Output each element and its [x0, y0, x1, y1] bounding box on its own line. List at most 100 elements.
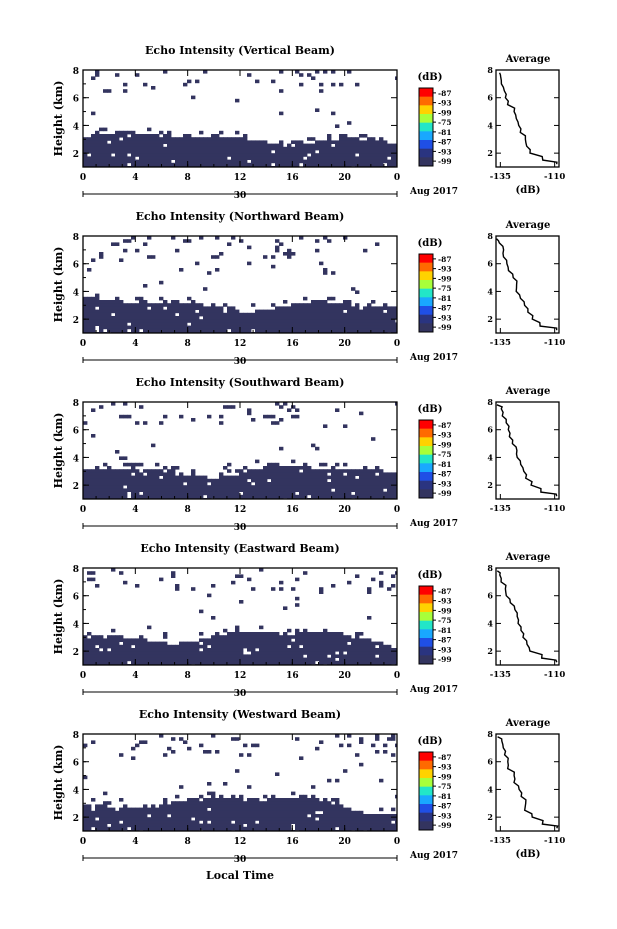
heatmap-cell: [171, 300, 176, 304]
heatmap-cell: [295, 414, 300, 419]
heatmap-cell: [151, 648, 156, 652]
heatmap-cell: [215, 632, 220, 636]
colorbar-swatch: [419, 323, 433, 333]
heatmap-cell: [95, 488, 100, 492]
heatmap-cell: [143, 137, 148, 141]
heatmap-cell: [111, 134, 116, 138]
heatmap-cell: [335, 810, 340, 815]
heatmap-cell: [379, 322, 384, 326]
heatmap-cell: [95, 300, 100, 304]
heatmap-cell: [279, 446, 284, 451]
heatmap-cell: [339, 134, 344, 138]
heatmap-cell: [191, 143, 196, 148]
heatmap-cell: [107, 153, 112, 157]
heatmap-cell: [379, 156, 384, 160]
x-tick-label: 0: [80, 671, 86, 681]
heatmap-cell: [155, 814, 160, 818]
heatmap-cell: [315, 638, 320, 642]
heatmap-cell: [367, 657, 372, 662]
heatmap-cell: [99, 153, 104, 157]
heatmap-cell: [279, 478, 284, 483]
heatmap-cell: [119, 478, 124, 483]
heatmap-cell: [239, 478, 244, 483]
heatmap-cell: [163, 485, 168, 489]
heatmap-cell: [139, 654, 144, 658]
heatmap-cell: [187, 494, 192, 499]
average-y-tick-label: 8: [487, 397, 493, 407]
heatmap-cell: [135, 303, 140, 307]
heatmap-cell: [339, 303, 344, 307]
heatmap-cell: [383, 150, 388, 154]
heatmap-cell: [143, 820, 148, 824]
heatmap-cell: [387, 657, 392, 662]
heatmap-cell: [363, 319, 368, 323]
heatmap-cell: [199, 150, 204, 154]
heatmap-cell: [147, 309, 152, 314]
heatmap-cell: [211, 312, 216, 317]
heatmap-cell: [195, 494, 200, 499]
heatmap-cell: [271, 421, 276, 425]
heatmap-cell: [251, 641, 256, 646]
heatmap-cell: [319, 156, 324, 160]
heatmap-cell: [303, 309, 308, 314]
heatmap-cell: [171, 162, 176, 167]
heatmap-cell: [99, 660, 104, 665]
heatmap-cell: [367, 814, 372, 818]
heatmap-cell: [143, 316, 148, 320]
heatmap-cell: [127, 137, 132, 141]
heatmap-cell: [239, 319, 244, 323]
heatmap-cell: [247, 319, 252, 323]
heatmap-cell: [199, 743, 204, 748]
heatmap-cell: [115, 319, 120, 323]
heatmap-cell: [211, 638, 216, 642]
heatmap-cell: [347, 156, 352, 160]
heatmap-cell: [255, 459, 260, 464]
heatmap-cell: [315, 651, 320, 655]
heatmap-cell: [271, 472, 276, 476]
heatmap-cell: [223, 628, 228, 633]
heatmap-cell: [215, 807, 220, 812]
heatmap-cell: [379, 159, 384, 164]
colorbar-swatch: [419, 760, 433, 770]
heatmap-cell: [347, 328, 352, 333]
heatmap-cell: [255, 472, 260, 476]
heatmap-cell: [223, 405, 228, 409]
colorbar-level: -93: [438, 147, 452, 156]
heatmap-cell: [299, 236, 304, 240]
average-x-label: (dB): [516, 185, 541, 196]
heatmap-cell: [171, 137, 176, 141]
heatmap-cell: [131, 306, 136, 310]
heatmap-cell: [187, 306, 192, 310]
heatmap-cell: [147, 472, 152, 476]
heatmap-cell: [195, 137, 200, 141]
heatmap-cell: [271, 826, 276, 831]
colorbar-swatch: [419, 262, 433, 272]
heatmap-cell: [115, 478, 120, 483]
heatmap-cell: [271, 817, 276, 821]
heatmap-cell: [275, 485, 280, 489]
heatmap-cell: [139, 303, 144, 307]
heatmap-cell: [307, 823, 312, 828]
heatmap-cell: [255, 644, 260, 649]
heatmap-cell: [283, 146, 288, 151]
heatmap-cell: [307, 143, 312, 148]
heatmap-cell: [271, 635, 276, 639]
heatmap-cell: [371, 312, 376, 317]
heatmap-cell: [115, 660, 120, 665]
heatmap-cell: [103, 325, 108, 330]
heatmap-cell: [247, 577, 252, 582]
heatmap-cell: [255, 319, 260, 323]
heatmap-cell: [307, 466, 312, 470]
heatmap-cell: [331, 641, 336, 646]
heatmap-cell: [263, 478, 268, 483]
heatmap-cell: [167, 820, 172, 824]
heatmap-cell: [87, 820, 92, 824]
heatmap-cell: [155, 651, 160, 655]
heatmap-cell: [183, 82, 188, 87]
heatmap-cell: [123, 316, 128, 320]
heatmap-cell: [263, 641, 268, 646]
heatmap-cell: [355, 140, 360, 144]
heatmap-cell: [87, 654, 92, 658]
heatmap-cell: [91, 322, 96, 326]
heatmap-cell: [115, 657, 120, 662]
